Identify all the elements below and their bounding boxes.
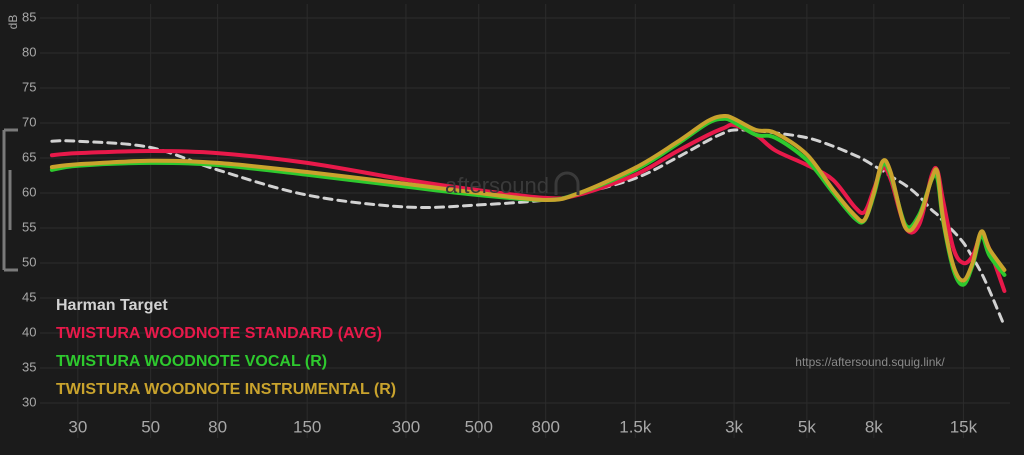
y-tick-label: 40 [22,324,36,339]
x-tick-label: 30 [68,417,87,436]
y-tick-label: 70 [22,114,36,129]
source-url: https://aftersound.squig.link/ [795,355,945,369]
y-tick-label: 45 [22,289,36,304]
y-tick-label: 65 [22,149,36,164]
labels: 30 35 40 45 50 55 60 65 70 75 80 85 30 50 80 150 300 500 8… [22,9,978,436]
legend-entry: TWISTURA WOODNOTE VOCAL (R) [56,353,327,370]
y-tick-label: 50 [22,254,36,269]
y-tick-label: 75 [22,79,36,94]
y-axis-label: dB [6,15,20,30]
plot [49,113,1007,328]
x-tick-label: 15k [950,417,978,436]
watermark-icon [554,171,580,195]
x-tick-label: 500 [465,417,493,436]
legend-entry: TWISTURA WOODNOTE INSTRUMENTAL (R) [56,381,396,398]
x-tick-label: 150 [293,417,321,436]
y-tick-label: 30 [22,394,36,409]
watermark: aftersound [445,173,549,198]
legend-entry: TWISTURA WOODNOTE STANDARD (AVG) [56,325,382,342]
x-tick-label: 800 [532,417,560,436]
y-tick-label: 35 [22,359,36,374]
x-tick-label: 1.5k [619,417,652,436]
y-tick-label: 60 [22,184,36,199]
x-tick-label: 8k [865,417,883,436]
fr-line [49,113,1007,283]
x-tick-label: 300 [392,417,420,436]
legend-entry: Harman Target [56,297,168,314]
scale-handle[interactable] [2,128,18,272]
x-tick-label: 5k [798,417,816,436]
x-tick-label: 80 [208,417,227,436]
y-tick-label: 55 [22,219,36,234]
fr-line [49,122,1007,293]
x-tick-label: 3k [725,417,743,436]
y-tick-label: 80 [22,44,36,59]
grid [40,4,1010,438]
x-tick-label: 50 [141,417,160,436]
y-tick-label: 85 [22,9,36,24]
